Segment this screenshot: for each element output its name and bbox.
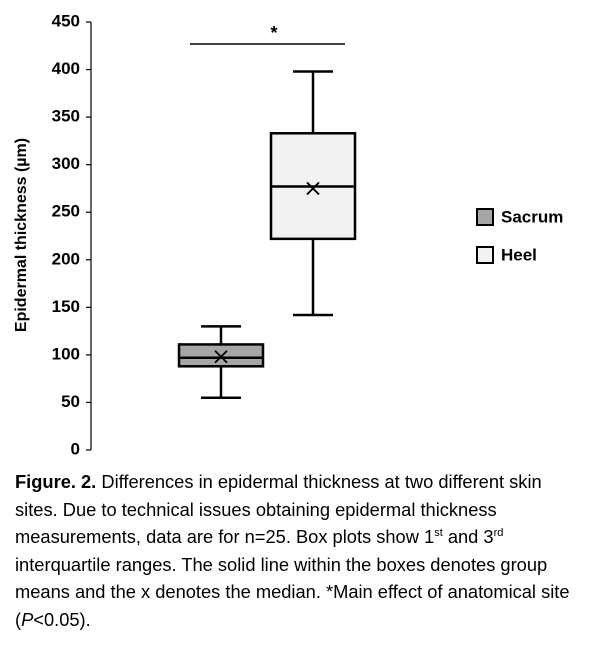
y-tick-label: 450 [52,11,80,30]
box [177,343,265,368]
significance-label: * [270,23,277,43]
legend-swatch [476,208,494,226]
chart: Epidermal thickness (µm) 0 50 100 150 200 250… [13,11,563,458]
figure-caption: Figure. 2. Differences in epidermal thic… [15,468,580,633]
y-tick-label: 350 [52,107,80,126]
y-tick-label: 250 [52,202,80,221]
caption-run: <0.05). [33,608,91,630]
caption-run: Figure. 2. [15,471,97,492]
y-tick-label: 300 [52,154,80,173]
y-tick-label: 200 [52,249,80,268]
y-tick-label: 100 [52,344,80,363]
caption-run: and 3 [442,526,494,547]
caption-run: P [21,608,34,630]
caption-run: Differences in epidermal thickness at tw… [15,471,542,547]
caption-run: interquartile ranges. The solid line wit… [15,553,570,630]
caption-run: rd [493,526,504,539]
median-marker [306,181,320,196]
caption-run: st [434,526,443,539]
legend-label: Heel [501,245,537,264]
legend-swatch [476,246,494,264]
y-tick-label: 400 [52,59,80,78]
median-marker [214,350,228,364]
y-tick-label: 50 [61,392,80,411]
y-tick-label: 0 [71,439,80,458]
y-axis-label: Epidermal thickness (µm) [13,138,30,332]
y-tick-label: 150 [52,297,80,316]
legend-label: Sacrum [501,207,563,226]
